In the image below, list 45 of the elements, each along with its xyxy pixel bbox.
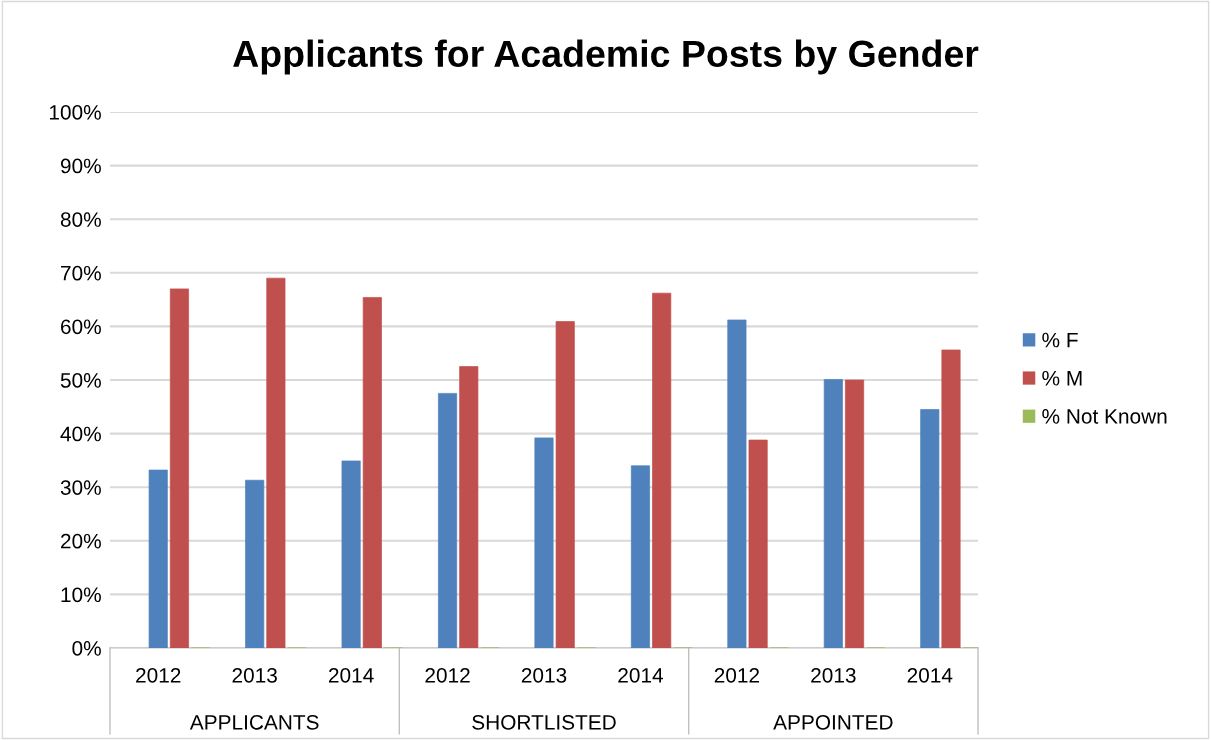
bar [148, 469, 168, 648]
y-tick-label: 0% [72, 641, 101, 656]
y-tick-label: 60% [61, 319, 101, 335]
x-tick-label: 2012 [136, 667, 181, 683]
text: APPOINTED [773, 714, 893, 730]
x-tick-label: 2012 [714, 667, 760, 683]
y-tick-label: 90% [60, 158, 101, 174]
x-tick-label: 2012 [425, 667, 470, 683]
y-tick-label: 10% [61, 587, 101, 603]
bar [245, 479, 265, 648]
bar [169, 288, 189, 648]
x-tick-label: 2014 [618, 667, 664, 683]
bar [652, 292, 672, 648]
bar [534, 437, 554, 648]
bar [748, 439, 768, 648]
legend-label: % Not Known [1042, 409, 1167, 424]
y-tick-label: 80% [60, 212, 101, 227]
y-tick-label: 50% [60, 373, 101, 388]
bar [727, 319, 747, 648]
legend-label: % M [1042, 370, 1082, 386]
bar [438, 393, 458, 648]
bar [920, 409, 940, 648]
x-tick-label: 2013 [811, 667, 856, 683]
legend-label: % F [1042, 332, 1078, 348]
bar [266, 277, 286, 648]
x-tick-label: 2014 [907, 667, 953, 683]
bar [341, 460, 361, 648]
bar [459, 366, 479, 648]
x-tick-label: 2013 [521, 667, 567, 683]
bar [823, 379, 843, 648]
bar [362, 297, 382, 648]
bar [941, 349, 961, 648]
x-tick-label: 2013 [232, 667, 277, 683]
y-tick-label: 30% [60, 480, 101, 495]
text: SHORTLISTED [472, 714, 616, 730]
bar [845, 379, 865, 648]
y-tick-label: 40% [60, 426, 101, 442]
bar [630, 465, 650, 648]
chart-title: Applicants for Academic Posts by Gender [233, 39, 979, 75]
y-tick-label: 20% [61, 533, 101, 549]
text: APPLICANTS [189, 714, 319, 730]
y-tick-label: 70% [61, 265, 101, 281]
bar [555, 321, 575, 648]
y-tick-label: 100% [49, 105, 101, 120]
x-tick-label: 2014 [328, 667, 374, 683]
